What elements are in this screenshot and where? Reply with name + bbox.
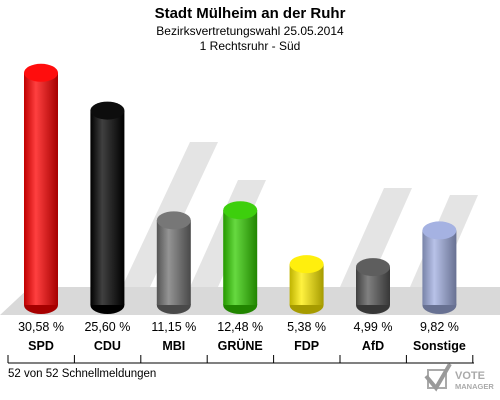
category-label: MBI bbox=[162, 339, 185, 353]
category-label: Sonstige bbox=[413, 339, 466, 353]
bars-group bbox=[24, 63, 457, 314]
bar-afd bbox=[356, 258, 390, 314]
chart-title: Stadt Mülheim an der Ruhr bbox=[154, 5, 346, 22]
category-label: GRÜNE bbox=[218, 338, 263, 353]
category-label: FDP bbox=[294, 339, 319, 353]
value-label: 9,82 % bbox=[420, 320, 459, 334]
value-label: 25,60 % bbox=[84, 320, 130, 334]
chart-subtitle: Bezirksvertretungswahl 25.05.2014 bbox=[156, 24, 344, 38]
checkmark-icon bbox=[424, 362, 452, 392]
category-label: CDU bbox=[94, 339, 121, 353]
category-ticks bbox=[7, 355, 474, 363]
bar-mbi bbox=[156, 211, 191, 314]
value-label: 30,58 % bbox=[18, 320, 64, 334]
category-label: SPD bbox=[28, 339, 54, 353]
bar-cdu bbox=[90, 101, 125, 314]
value-label: 11,15 % bbox=[151, 320, 196, 334]
value-label: 5,38 % bbox=[287, 320, 326, 334]
bar-grüne bbox=[223, 201, 258, 314]
logo-word-manager: MANAGER bbox=[455, 382, 494, 391]
labels-group: 30,58 % SPD 25,60 % CDU 11,15 % MBI 12,48 % GRÜ… bbox=[18, 320, 466, 353]
district-label: 1 Rechtsruhr - Süd bbox=[199, 39, 301, 53]
bar-spd bbox=[24, 63, 58, 314]
bar-fdp bbox=[289, 255, 324, 314]
vote-manager-logo: VOTE MANAGER bbox=[424, 362, 494, 392]
value-label: 12,48 % bbox=[217, 320, 263, 334]
bar-sonstige bbox=[422, 221, 457, 314]
logo-word-vote: VOTE bbox=[455, 370, 485, 382]
category-label: AfD bbox=[362, 339, 384, 353]
status-footer: 52 von 52 Schnellmeldungen bbox=[8, 368, 157, 380]
value-label: 4,99 % bbox=[354, 320, 393, 334]
